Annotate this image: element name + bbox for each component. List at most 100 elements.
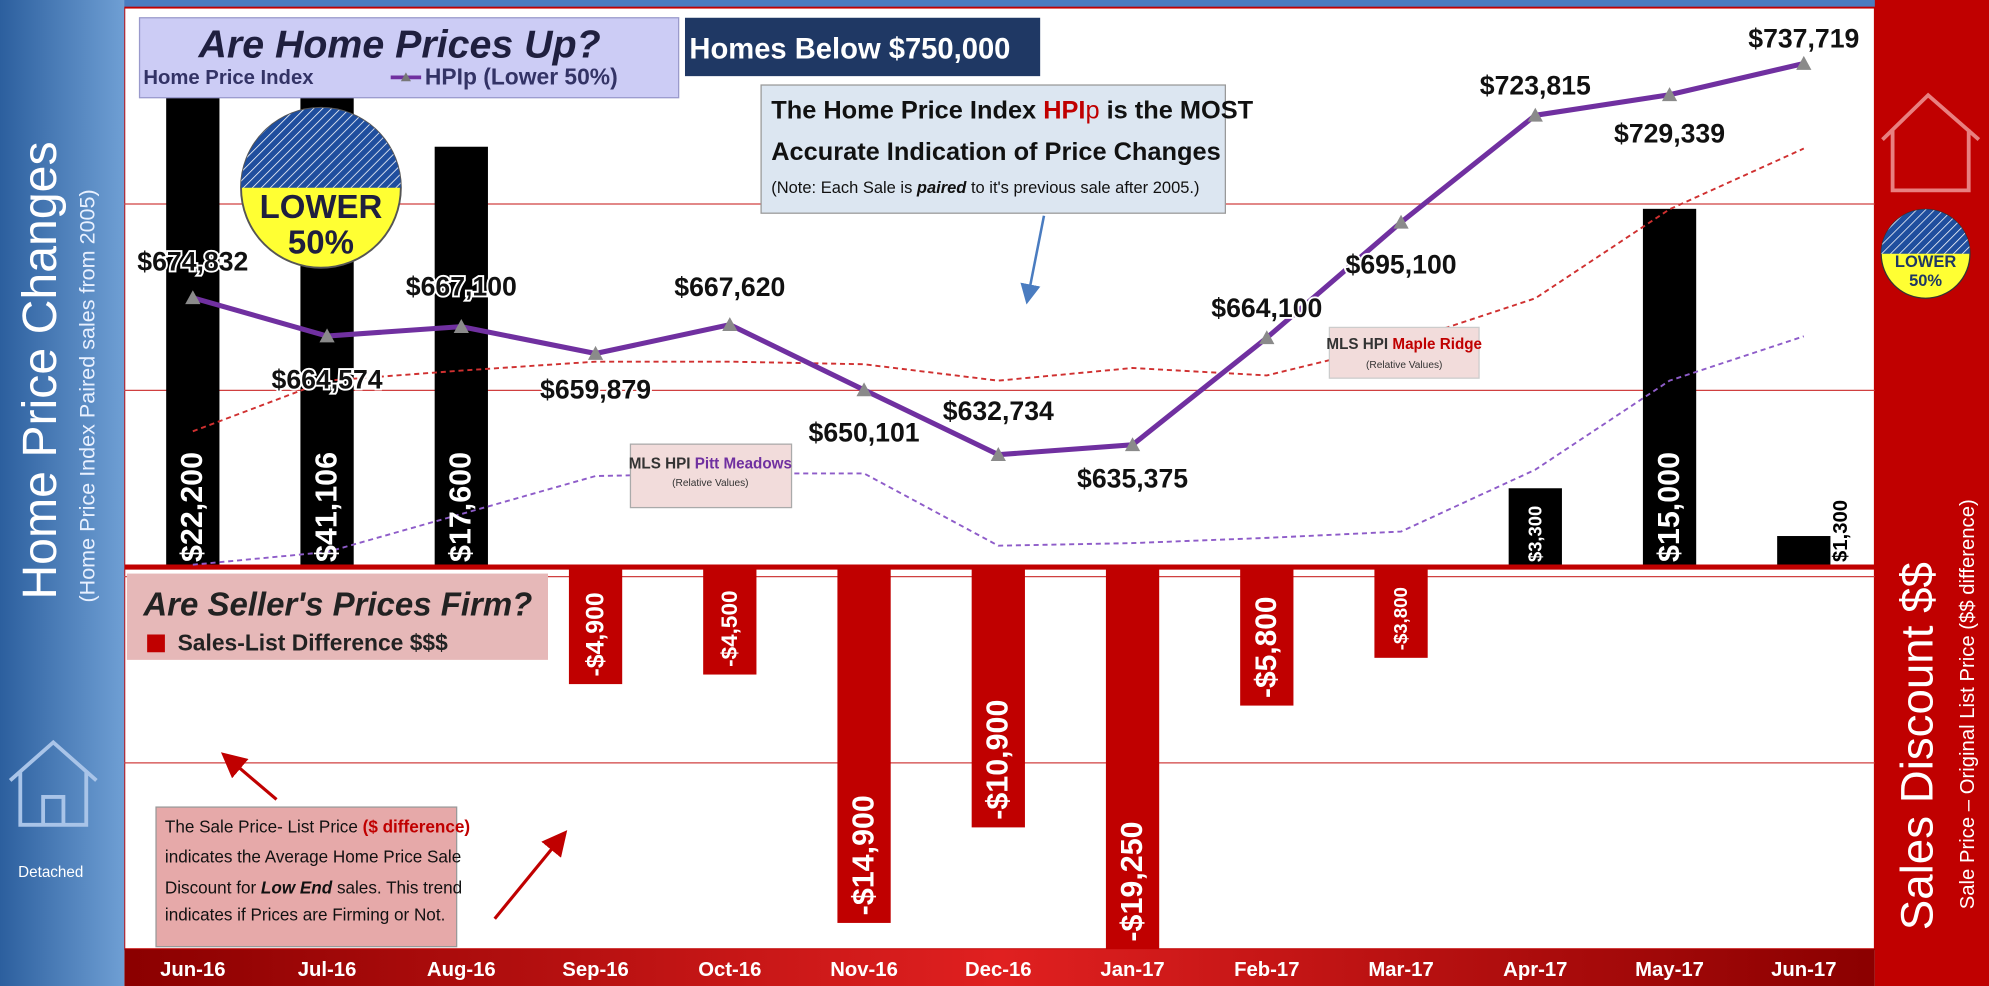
bar xyxy=(837,567,891,923)
point-label: $632,734 xyxy=(943,396,1054,426)
point-label: $659,879 xyxy=(540,375,651,405)
x-tick-label: Feb-17 xyxy=(1234,959,1299,981)
bar xyxy=(971,567,1025,828)
bar-label: $1,300 xyxy=(1830,500,1852,562)
annotation-box xyxy=(760,84,1227,214)
chart-subtitle: Home Price Index xyxy=(143,67,314,89)
bar-label: -$4,500 xyxy=(717,590,742,666)
bar xyxy=(1240,567,1294,706)
arrow xyxy=(1020,215,1046,305)
badge-text: LOWER xyxy=(260,188,383,225)
bar xyxy=(434,146,488,568)
x-tick-label: Dec-16 xyxy=(965,959,1032,981)
x-tick-label: Jun-16 xyxy=(160,959,225,981)
marker xyxy=(185,290,201,305)
relative-line xyxy=(192,335,1805,566)
point-label: $650,101 xyxy=(809,417,920,447)
x-tick-label: Sep-16 xyxy=(562,959,629,981)
marker xyxy=(722,317,738,332)
arrow xyxy=(493,830,568,920)
bar-label: $22,200 xyxy=(175,452,209,562)
series-label-box xyxy=(1328,326,1480,379)
banner xyxy=(684,17,1041,77)
category-labels: Jun-16 Jul-16 Aug-16 Sep-16 Oct-16 Nov-16 Dec-… xyxy=(160,959,1836,981)
bar xyxy=(1777,536,1831,568)
note-line: Discount for Low End sales. This trend xyxy=(165,878,462,897)
series-label-box xyxy=(629,443,793,509)
x-tick-label: May-17 xyxy=(1635,959,1704,981)
bar-label: -$4,900 xyxy=(582,592,609,676)
point-label: $667,100 xyxy=(406,272,517,302)
bar xyxy=(568,567,623,685)
x-tick-label: Mar-17 xyxy=(1368,959,1433,981)
bar xyxy=(1105,567,1160,950)
legend-marker xyxy=(400,72,411,82)
note-line: indicates the Average Home Price Sale xyxy=(165,847,461,866)
note-line: indicates if Prices are Firming or Not. xyxy=(165,906,445,925)
marker xyxy=(1124,437,1141,452)
series-note: (Relative Values) xyxy=(672,478,748,489)
relative-line xyxy=(192,147,1805,433)
right-subtitle: Sale Price – Original List Price ($$ dif… xyxy=(1957,499,1979,909)
x-tick-label: Jan-17 xyxy=(1100,959,1164,981)
point-label: $695,100 xyxy=(1346,250,1457,280)
bar-label: $17,600 xyxy=(444,452,478,562)
marker xyxy=(453,319,469,333)
point-label: $674,832 xyxy=(137,247,248,277)
chart-title: Are Home Prices Up? xyxy=(198,22,601,66)
marker xyxy=(856,382,872,397)
badge: LOWER 50% xyxy=(240,106,402,269)
marker xyxy=(1259,330,1275,345)
bar-label: $41,106 xyxy=(309,452,343,562)
note-box xyxy=(155,806,458,948)
marker xyxy=(587,345,604,360)
annotation-note: (Note: Each Sale is paired to it's previ… xyxy=(771,179,1199,197)
marker xyxy=(1796,55,1812,70)
badge-text: 50% xyxy=(288,224,354,261)
marker xyxy=(990,447,1006,462)
bar-label: -$3,800 xyxy=(1390,587,1411,650)
x-tick-label: Jul-16 xyxy=(298,959,357,981)
bar-label: $3,300 xyxy=(1524,506,1545,562)
bar xyxy=(1642,208,1697,568)
left-subtitle: (Home Price Index Paired sales from 2005… xyxy=(74,189,99,602)
note-line: The Sale Price- List Price ($ difference… xyxy=(165,817,470,836)
bar-label: -$10,900 xyxy=(981,700,1015,820)
x-tick-label: Apr-17 xyxy=(1503,959,1567,981)
top-strip xyxy=(0,0,1989,8)
x-tick-label: Aug-16 xyxy=(427,959,496,981)
bar xyxy=(1508,488,1562,568)
marker xyxy=(1527,107,1543,122)
point-label: $635,375 xyxy=(1077,463,1188,493)
x-tick-label: Nov-16 xyxy=(830,959,898,981)
bar-label: -$14,900 xyxy=(846,795,880,915)
point-label: $729,339 xyxy=(1614,118,1725,148)
bar-legend-box xyxy=(126,573,548,660)
bar-label: $15,000 xyxy=(1652,452,1686,562)
bar xyxy=(703,567,757,675)
series-label: MLS HPI Maple Ridge xyxy=(1326,336,1482,353)
series-label: MLS HPI Pitt Meadows xyxy=(629,455,792,472)
badge-text: 50% xyxy=(1909,272,1942,290)
legend-label: Sales-List Difference $$$ xyxy=(178,630,449,656)
badge-text: LOWER xyxy=(1895,253,1956,271)
x-tick-label: Jun-17 xyxy=(1771,959,1836,981)
house-icon-right xyxy=(1881,92,1981,193)
right-title: Sales Discount $$ xyxy=(1892,562,1943,930)
point-label: $737,719 xyxy=(1748,24,1859,54)
annotation-line: The Home Price Index HPIp is the MOST xyxy=(771,96,1253,124)
legend-swatch xyxy=(147,634,165,653)
left-title: Home Price Changes xyxy=(13,141,67,599)
marker xyxy=(1661,87,1678,102)
point-label: $723,815 xyxy=(1480,70,1591,100)
point-label: $664,100 xyxy=(1211,293,1322,323)
category-strip xyxy=(124,949,1875,986)
series-note: (Relative Values) xyxy=(1366,360,1442,371)
x-tick-label: Oct-16 xyxy=(698,959,761,981)
arrow xyxy=(220,752,278,801)
bar-title: Are Seller's Prices Firm? xyxy=(142,585,532,622)
icon-label: Detached xyxy=(18,864,83,881)
bar-label: -$5,800 xyxy=(1250,596,1283,698)
bar-label: -$19,250 xyxy=(1115,821,1149,941)
